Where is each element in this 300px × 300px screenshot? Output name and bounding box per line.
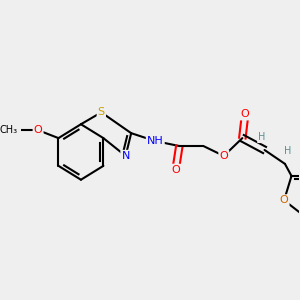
Text: H: H [284, 146, 291, 156]
Text: O: O [171, 165, 180, 175]
Text: O: O [34, 125, 43, 135]
Text: N: N [122, 151, 130, 161]
Text: O: O [219, 151, 228, 161]
Text: O: O [241, 109, 250, 119]
Text: S: S [98, 107, 105, 117]
Text: H: H [258, 132, 266, 142]
Text: CH₃: CH₃ [0, 125, 17, 135]
Text: O: O [280, 195, 289, 205]
Text: NH: NH [147, 136, 164, 146]
